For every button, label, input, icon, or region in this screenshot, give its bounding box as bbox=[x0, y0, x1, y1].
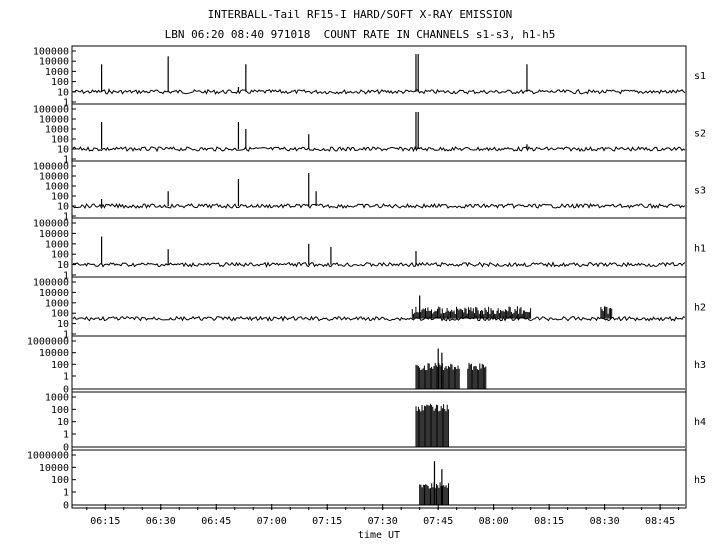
y-tick-label-h2: 100 bbox=[51, 309, 69, 320]
baseline-trace-h1 bbox=[72, 261, 686, 268]
x-tick-label: 08:30 bbox=[590, 516, 620, 527]
y-tick-label-h5: 100 bbox=[51, 475, 69, 486]
y-tick-label-h3: 10000 bbox=[39, 348, 69, 359]
y-tick-label-h1: 10 bbox=[57, 260, 69, 271]
panel-label-h3: h3 bbox=[694, 360, 706, 371]
y-tick-label-h1: 100000 bbox=[33, 219, 69, 230]
y-tick-label-s1: 10000 bbox=[39, 57, 69, 68]
y-tick-label-h1: 100 bbox=[51, 250, 69, 261]
y-tick-label-s3: 10000 bbox=[39, 172, 69, 183]
x-tick-label: 07:15 bbox=[312, 516, 342, 527]
panel-frame-h4 bbox=[71, 391, 687, 451]
y-tick-label-s3: 100000 bbox=[33, 162, 69, 173]
y-tick-label-s2: 10000 bbox=[39, 115, 69, 126]
x-tick-label: 08:00 bbox=[479, 516, 509, 527]
x-tick-label: 06:45 bbox=[201, 516, 231, 527]
y-tick-label-s1: 100000 bbox=[33, 47, 69, 58]
x-tick-label: 06:30 bbox=[146, 516, 176, 527]
x-tick-label: 07:00 bbox=[257, 516, 287, 527]
y-tick-label-h3: 1 bbox=[63, 372, 69, 383]
y-tick-label-h5: 1 bbox=[63, 488, 69, 499]
x-tick-label: 08:15 bbox=[534, 516, 564, 527]
y-tick-label-s1: 10 bbox=[57, 87, 69, 98]
y-tick-label-h2: 10000 bbox=[39, 288, 69, 299]
y-tick-label-h2: 1 bbox=[63, 330, 69, 341]
y-tick-label-s2: 100000 bbox=[33, 105, 69, 116]
burst-h5-0 bbox=[419, 481, 449, 505]
burst-h2-1 bbox=[448, 306, 483, 319]
baseline-trace-s1 bbox=[72, 88, 686, 95]
burst-h3-0 bbox=[415, 362, 460, 389]
y-tick-label-h1: 1 bbox=[63, 271, 69, 282]
y-tick-label-s2: 100 bbox=[51, 135, 69, 146]
y-tick-label-s2: 1000 bbox=[45, 125, 69, 136]
panel-label-h1: h1 bbox=[694, 244, 706, 255]
y-tick-label-h4: 10 bbox=[57, 417, 69, 428]
y-tick-label-s2: 1 bbox=[63, 155, 69, 166]
baseline-trace-h2 bbox=[72, 315, 686, 322]
burst-h2-0 bbox=[411, 306, 449, 319]
baseline-trace-s2 bbox=[72, 145, 686, 153]
x-tick-label: 06:15 bbox=[90, 516, 120, 527]
y-tick-label-h5: 1000000 bbox=[27, 451, 69, 462]
panel-label-h5: h5 bbox=[694, 475, 706, 486]
y-tick-label-h4: 0 bbox=[63, 443, 69, 454]
panel-frame-h1 bbox=[71, 217, 687, 278]
chart-title: INTERBALL-Tail RF15-I HARD/SOFT X-RAY EM… bbox=[207, 8, 513, 21]
y-tick-label-s3: 1000 bbox=[45, 182, 69, 193]
chart-subtitle: LBN 06:20 08:40 971018 COUNT RATE IN CHA… bbox=[164, 28, 556, 41]
panel-frame-s3 bbox=[71, 160, 687, 219]
x-tick-label: 07:45 bbox=[423, 516, 453, 527]
y-tick-label-s3: 1 bbox=[63, 212, 69, 223]
panel-frame-s2 bbox=[71, 103, 687, 162]
panel-label-h4: h4 bbox=[694, 417, 706, 428]
x-tick-label: 07:30 bbox=[368, 516, 398, 527]
y-tick-label-h3: 1000000 bbox=[27, 337, 69, 348]
panel-frame-h2 bbox=[71, 276, 687, 337]
y-tick-label-h3: 0 bbox=[63, 385, 69, 396]
burst-h2-2 bbox=[482, 306, 532, 319]
y-tick-label-h5: 10000 bbox=[39, 463, 69, 474]
burst-h2-3 bbox=[600, 306, 613, 319]
y-tick-label-s2: 10 bbox=[57, 145, 69, 156]
x-tick-label: 08:45 bbox=[645, 516, 675, 527]
y-tick-label-h5: 0 bbox=[63, 501, 69, 512]
baseline-trace-s3 bbox=[72, 202, 686, 210]
panel-frame-h3 bbox=[71, 335, 687, 393]
y-tick-label-h3: 100 bbox=[51, 360, 69, 371]
y-tick-label-h1: 10000 bbox=[39, 229, 69, 240]
y-tick-label-h2: 100000 bbox=[33, 278, 69, 289]
y-tick-label-s1: 100 bbox=[51, 77, 69, 88]
y-tick-label-h1: 1000 bbox=[45, 239, 69, 250]
burst-h3-1 bbox=[467, 362, 487, 389]
x-axis-label: time UT bbox=[358, 530, 400, 541]
y-tick-label-h4: 1 bbox=[63, 430, 69, 441]
y-tick-label-h4: 100 bbox=[51, 405, 69, 416]
y-tick-label-s1: 1000 bbox=[45, 67, 69, 78]
y-tick-label-s3: 100 bbox=[51, 192, 69, 203]
panel-frame-h5 bbox=[71, 449, 687, 509]
y-tick-label-s1: 1 bbox=[63, 98, 69, 109]
y-tick-label-s3: 10 bbox=[57, 202, 69, 213]
panel-label-s1: s1 bbox=[694, 71, 706, 82]
y-tick-label-h4: 1000 bbox=[45, 393, 69, 404]
panel-frame-s1 bbox=[71, 45, 687, 105]
panel-label-s3: s3 bbox=[694, 186, 706, 197]
panel-label-h2: h2 bbox=[694, 303, 706, 314]
panel-label-s2: s2 bbox=[694, 129, 706, 140]
y-tick-label-h2: 1000 bbox=[45, 298, 69, 309]
burst-h4-0 bbox=[415, 403, 449, 447]
y-tick-label-h2: 10 bbox=[57, 319, 69, 330]
